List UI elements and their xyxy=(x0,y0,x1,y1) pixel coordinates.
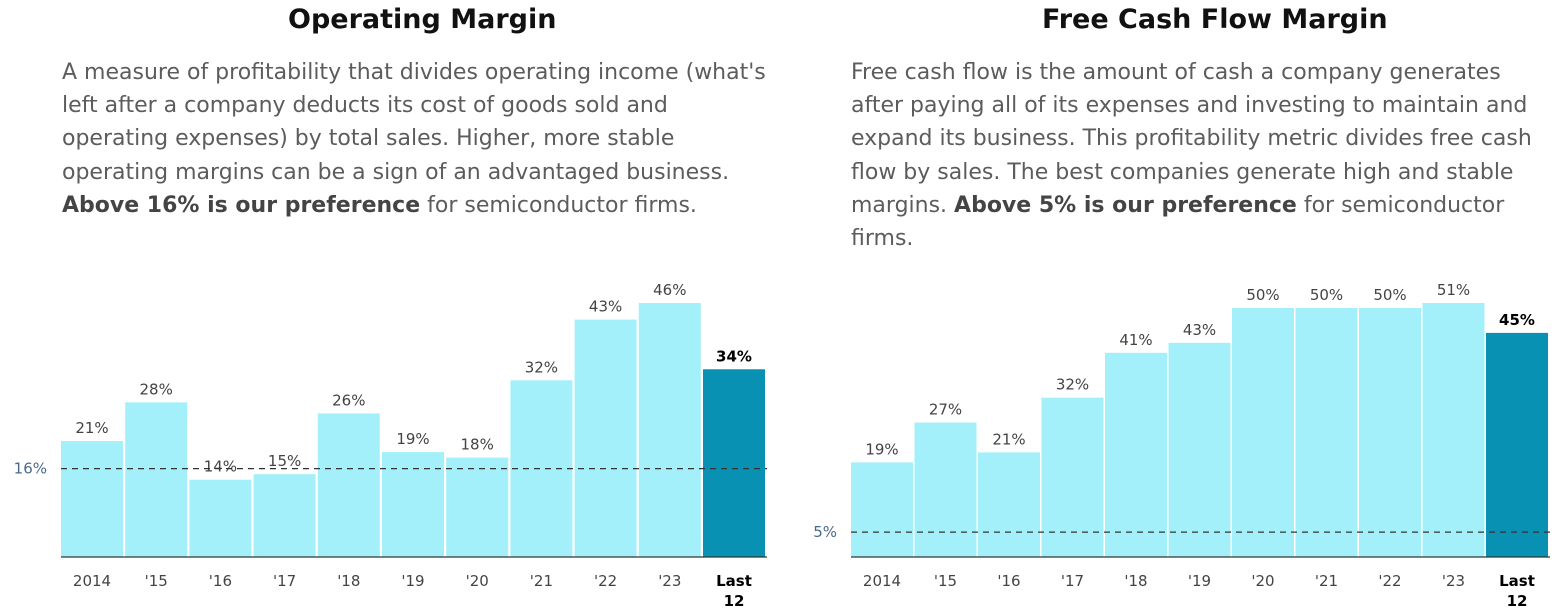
fcf-margin-description: Free cash flow is the amount of cash a c… xyxy=(851,56,1551,255)
description-line: operating expenses) by total sales. High… xyxy=(62,126,675,152)
bar-value-label: 51% xyxy=(1437,281,1470,299)
x-tick-label: '16 xyxy=(997,572,1020,590)
bar xyxy=(61,441,123,557)
x-tick-label: '15 xyxy=(145,572,168,590)
bar-value-label: 50% xyxy=(1246,286,1279,304)
operating-margin-chart: 21% 2014 28% '15 14% '16 15% '17 26% '18 19% '19 18%… xyxy=(14,281,767,610)
description-line: left after a company deducts its cost of… xyxy=(62,93,668,119)
x-tick-label: Last 12 xyxy=(1499,572,1535,610)
bar xyxy=(851,462,913,557)
description-text: for semiconductor firms. xyxy=(420,192,697,218)
bar xyxy=(1359,307,1421,557)
x-tick-label: Last 12 xyxy=(716,572,752,610)
x-tick-label: '23 xyxy=(658,572,681,590)
bar-value-label: 34% xyxy=(716,347,752,365)
fcf-margin-title: Free Cash Flow Margin xyxy=(1042,4,1388,35)
description-line: flow by sales. The best companies genera… xyxy=(851,159,1514,185)
bar xyxy=(914,422,977,557)
bar-value-label: 18% xyxy=(461,436,494,454)
bar xyxy=(317,413,380,557)
bar-value-label: 50% xyxy=(1373,286,1406,304)
description-line: A measure of profitability that divides … xyxy=(62,60,766,85)
bar xyxy=(1295,307,1358,557)
bar xyxy=(253,474,316,557)
bar xyxy=(125,402,188,557)
x-tick-label: '17 xyxy=(1061,572,1084,590)
bar-value-label: 32% xyxy=(525,358,558,376)
x-tick-label: '18 xyxy=(1124,572,1147,590)
x-tick-label: '18 xyxy=(337,572,360,590)
bar-value-label: 19% xyxy=(396,430,429,448)
preference-emphasis: Above 16% is our preference xyxy=(62,192,421,218)
bar-value-label: 41% xyxy=(1119,331,1152,349)
bar-value-label: 21% xyxy=(992,430,1025,448)
bar-value-label: 19% xyxy=(865,440,898,458)
bar-highlight xyxy=(703,369,765,557)
bar-value-label: 27% xyxy=(929,401,962,419)
description-text: for semiconductor xyxy=(1296,192,1505,218)
bar-value-label: 43% xyxy=(589,298,622,316)
description-line: margins. Above 5% is our preference for … xyxy=(851,193,1504,218)
bar-value-label: 15% xyxy=(268,452,301,470)
operating-margin-panel: Operating Margin A measure of profitabil… xyxy=(14,4,782,610)
bar-value-label: 50% xyxy=(1310,286,1343,304)
x-tick-label: '17 xyxy=(273,572,296,590)
bar xyxy=(978,452,1040,557)
x-tick-label: '23 xyxy=(1442,572,1465,590)
bar xyxy=(1168,342,1231,557)
bar-value-label: 28% xyxy=(140,380,173,398)
fcf-margin-panel: Free Cash Flow Margin Free cash flow is … xyxy=(790,0,1559,616)
bar-value-label: 21% xyxy=(75,419,108,437)
bar xyxy=(1422,303,1485,557)
bar-value-label: 26% xyxy=(332,391,365,409)
bar xyxy=(189,479,252,557)
reference-line-label: 16% xyxy=(14,460,47,478)
description-line: firms. xyxy=(851,226,914,252)
x-tick-label: '20 xyxy=(466,572,489,590)
bar xyxy=(1041,397,1104,557)
bar-value-label: 45% xyxy=(1499,311,1535,329)
x-tick-label: '20 xyxy=(1251,572,1274,590)
bar-highlight xyxy=(1486,332,1548,557)
bar xyxy=(510,380,573,557)
x-tick-label: '22 xyxy=(1378,572,1401,590)
bar xyxy=(446,457,509,557)
operating-margin-description: A measure of profitability that divides … xyxy=(62,56,782,222)
description-line: expand its business. This profitability … xyxy=(851,126,1532,152)
description-line: Above 16% is our preference for semicond… xyxy=(62,193,697,218)
description-line: after paying all of its expenses and inv… xyxy=(851,93,1528,119)
description-line: operating margins can be a sign of an ad… xyxy=(62,159,730,185)
bar xyxy=(1232,307,1294,557)
x-tick-label: '19 xyxy=(401,572,424,590)
reference-line-label: 5% xyxy=(813,523,837,541)
description-text: margins. xyxy=(851,192,955,218)
x-tick-label: '21 xyxy=(530,572,553,590)
bar-value-label: 43% xyxy=(1183,321,1216,339)
bar-value-label: 32% xyxy=(1056,376,1089,394)
description-line: Free cash flow is the amount of cash a c… xyxy=(851,60,1501,85)
x-tick-label: '15 xyxy=(934,572,957,590)
operating-margin-title: Operating Margin xyxy=(288,4,557,35)
x-tick-label: '22 xyxy=(594,572,617,590)
preference-emphasis: Above 5% is our preference xyxy=(954,192,1297,218)
bar xyxy=(638,303,701,557)
x-tick-label: '16 xyxy=(209,572,232,590)
x-tick-label: '19 xyxy=(1188,572,1211,590)
x-tick-label: 2014 xyxy=(73,572,111,590)
bar xyxy=(1105,352,1167,557)
fcf-margin-chart: 19% 2014 27% '15 21% '16 32% '17 41% '18 43% '19 50%… xyxy=(813,281,1550,610)
bar-value-label: 14% xyxy=(204,458,237,476)
bar-value-label: 46% xyxy=(653,281,686,299)
bar xyxy=(382,452,444,557)
bar xyxy=(574,319,637,557)
x-tick-label: 2014 xyxy=(863,572,901,590)
x-tick-label: '21 xyxy=(1315,572,1338,590)
